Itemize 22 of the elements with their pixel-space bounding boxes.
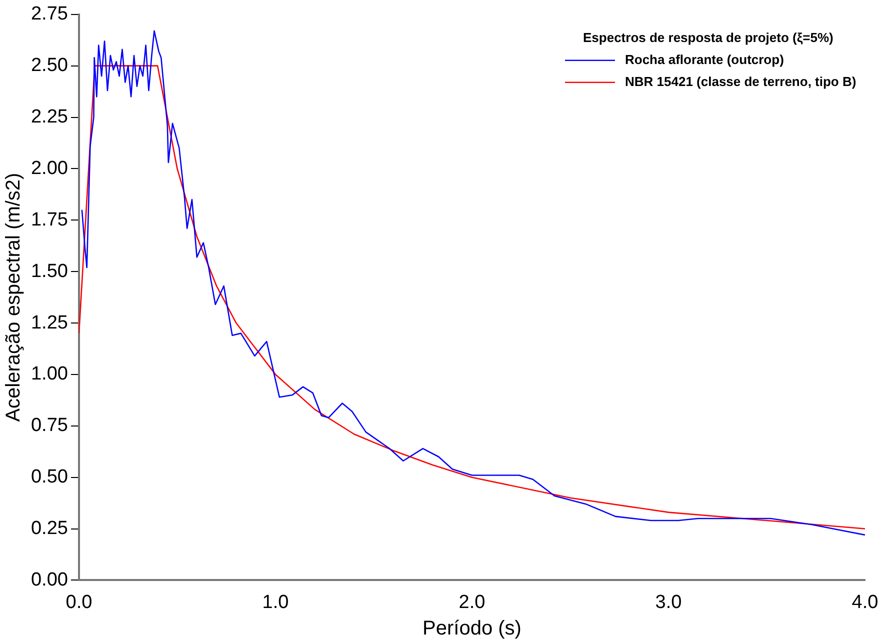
- x-tick-label: 2.0: [458, 592, 486, 613]
- y-tick-label: 2.25: [30, 106, 68, 128]
- y-tick-label: 2.50: [30, 55, 68, 76]
- y-tick-label: 1.50: [30, 260, 68, 282]
- y-tick-label: 1.25: [30, 312, 68, 334]
- y-tick-label: 0.50: [30, 466, 68, 488]
- y-tick-label: 1.00: [30, 364, 68, 385]
- x-axis-title: Período (s): [422, 618, 522, 640]
- y-axis-title: Aceleração espectral (m/s2): [2, 172, 25, 422]
- x-tick-label: 1.0: [262, 592, 289, 613]
- y-tick-label: 1.75: [30, 209, 68, 230]
- legend-title: Espectros de resposta de projeto (ξ=5%): [583, 30, 834, 45]
- x-tick-label: 3.0: [655, 592, 682, 613]
- legend-label: Rocha aflorante (outcrop): [625, 52, 784, 67]
- y-tick-label: 0.75: [30, 415, 68, 436]
- legend-label: NBR 15421 (classe de terreno, tipo B): [625, 74, 856, 89]
- y-tick-label: 0.25: [30, 518, 68, 539]
- x-tick-label: 4.0: [852, 592, 878, 613]
- y-tick-label: 0.00: [30, 569, 68, 590]
- x-tick-label: 0.0: [66, 592, 92, 613]
- y-tick-label: 2.00: [30, 158, 68, 179]
- y-tick-label: 2.75: [30, 4, 68, 25]
